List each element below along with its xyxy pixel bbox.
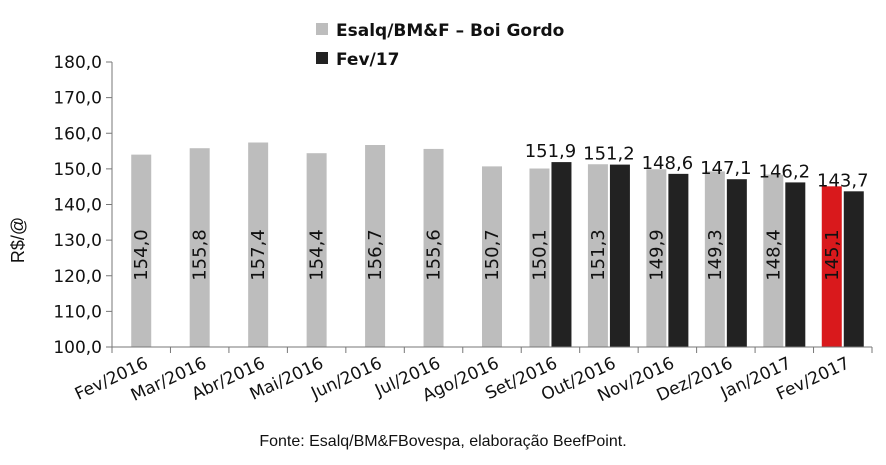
data-label-esalq: 149,9 xyxy=(646,229,667,281)
bar-fev17-Fev/2017 xyxy=(843,191,864,347)
bar-esalq-Fev/2016 xyxy=(131,154,152,347)
y-tick-label: 110,0 xyxy=(53,302,102,322)
y-tick-label: 100,0 xyxy=(53,338,102,358)
y-axis: 100,0 110,0 120,0 130,0 140,0 150,0 160,0 170,0… xyxy=(53,53,113,358)
legend-label-esalq: Esalq/BM&F – Boi Gordo xyxy=(336,21,564,41)
data-label-esalq: 154,0 xyxy=(131,229,152,281)
y-tick-label: 160,0 xyxy=(53,124,102,144)
bar-esalq-Nov/2016 xyxy=(646,169,667,347)
data-label-esalq: 150,7 xyxy=(482,229,503,281)
data-label-esalq: 145,1 xyxy=(822,229,843,281)
y-tick-label: 140,0 xyxy=(53,196,102,216)
bar-fev17-Jan/2017 xyxy=(785,182,806,347)
y-tick-label: 130,0 xyxy=(53,231,102,251)
legend-label-fev17: Fev/17 xyxy=(336,50,399,70)
y-tick-label: 180,0 xyxy=(53,53,102,73)
data-label-esalq: 149,3 xyxy=(705,229,726,281)
x-axis: Fev/2016Mar/2016Abr/2016Mai/2016Jun/2016… xyxy=(72,346,873,406)
y-axis-title: R$/@ xyxy=(8,217,28,263)
data-label-esalq: 148,4 xyxy=(763,229,784,281)
bar-esalq-Mar/2016 xyxy=(189,148,210,347)
data-label-fev17: 146,2 xyxy=(759,161,811,182)
data-label-esalq: 157,4 xyxy=(248,229,269,281)
bar-esalq-Abr/2016 xyxy=(248,142,269,347)
bar-fev17-Nov/2016 xyxy=(668,173,689,347)
data-label-fev17: 151,2 xyxy=(583,144,635,165)
data-label-esalq: 154,4 xyxy=(307,229,328,281)
data-label-fev17: 147,1 xyxy=(700,158,752,179)
bar-esalq-Fev/2017 xyxy=(821,186,842,347)
bar-esalq-Jan/2017 xyxy=(763,174,784,347)
legend-swatch-esalq xyxy=(316,23,328,35)
bar-esalq-Mai/2016 xyxy=(306,153,327,347)
y-tick-label: 120,0 xyxy=(53,267,102,287)
bar-fev17-Set/2016 xyxy=(551,162,572,347)
data-label-fev17: 151,9 xyxy=(525,141,577,162)
data-label-esalq: 150,1 xyxy=(529,229,550,281)
data-label-esalq: 155,6 xyxy=(424,229,445,281)
data-label-fev17: 148,6 xyxy=(642,153,694,174)
bar-fev17-Dez/2016 xyxy=(726,179,747,347)
legend-swatch-fev17 xyxy=(316,52,328,64)
data-label-esalq: 155,8 xyxy=(190,229,211,281)
legend: Esalq/BM&F – Boi Gordo Fev/17 xyxy=(316,21,564,70)
y-tick-label: 170,0 xyxy=(53,89,102,109)
bars: 154,0 155,8 157,4 154,4 156,7 155,6 150,7 150,1… xyxy=(131,141,869,347)
bar-esalq-Ago/2016 xyxy=(482,166,502,347)
bar-esalq-Set/2016 xyxy=(529,168,550,347)
y-tick-label: 150,0 xyxy=(53,160,102,180)
source-note: Fonte: Esalq/BM&FBovespa, elaboração Bee… xyxy=(259,433,627,450)
bar-esalq-Out/2016 xyxy=(587,164,608,347)
bar-esalq-Jul/2016 xyxy=(423,148,444,347)
bar-fev17-Out/2016 xyxy=(609,164,630,347)
data-label-esalq: 151,3 xyxy=(588,229,609,281)
bar-esalq-Dez/2016 xyxy=(704,171,725,347)
data-label-fev17: 143,7 xyxy=(817,170,869,191)
bar-esalq-Jun/2016 xyxy=(365,145,386,347)
data-label-esalq: 156,7 xyxy=(365,229,386,281)
